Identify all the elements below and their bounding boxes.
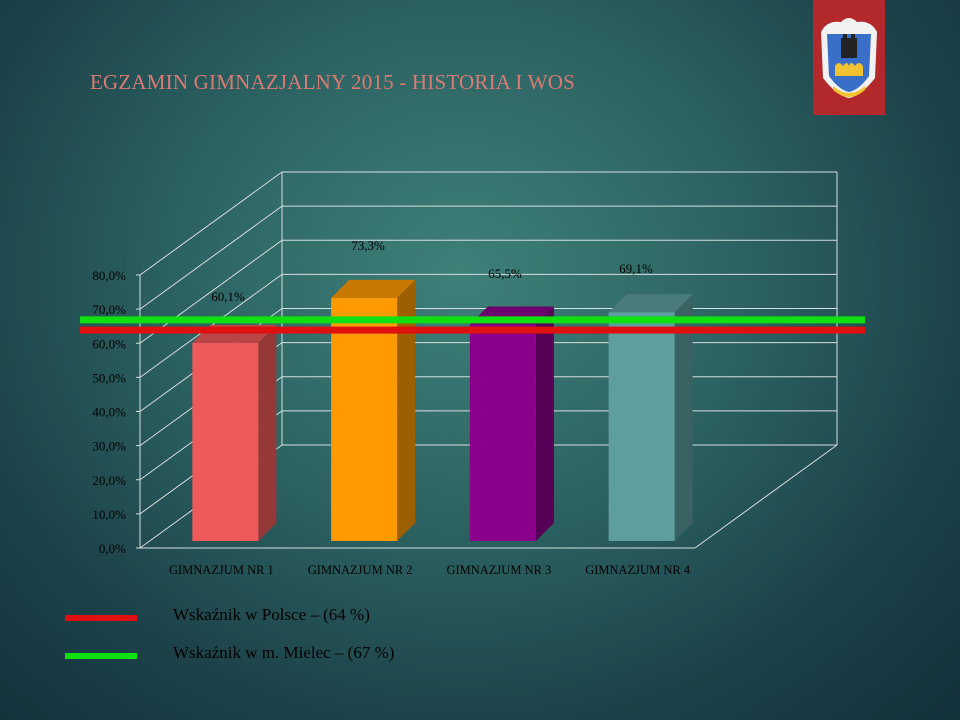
legend-label-mielec: Wskaźnik w m. Mielec – (67 %) (173, 643, 395, 662)
y-tick-label: 30,0% (92, 439, 126, 454)
bar-top (331, 279, 416, 298)
side-gridline (139, 205, 283, 310)
coat-of-arms-icon (813, 0, 885, 115)
bar-side (674, 294, 693, 541)
bar (331, 297, 398, 541)
bar-side (535, 306, 554, 541)
data-label: 60,1% (211, 289, 245, 304)
y-tick-label: 40,0% (92, 405, 126, 420)
floor-edge (694, 444, 838, 549)
y-tick-label: 20,0% (92, 473, 126, 488)
legend-item-mielec: Wskaźnik w m. Mielec – (67 %) (65, 641, 485, 671)
side-gridline (139, 171, 283, 276)
y-tick-label: 80,0% (92, 268, 126, 283)
legend-swatch-polska (65, 615, 137, 621)
x-tick-label: GIMNAZJUM NR 3 (446, 563, 551, 577)
slide-title: EGZAMIN GIMNAZJALNY 2015 - HISTORIA I WO… (90, 70, 575, 94)
bar-top (608, 294, 693, 313)
legend-item-polska: Wskaźnik w Polsce – (64 %) (65, 603, 485, 633)
data-label: 73,3% (351, 238, 385, 253)
x-tick-label: GIMNAZJUM NR 1 (169, 563, 274, 577)
legend-label-polska: Wskaźnik w Polsce – (64 %) (173, 605, 370, 624)
reference-line (80, 316, 865, 324)
bar-side (397, 279, 416, 541)
y-tick-label: 60,0% (92, 336, 126, 351)
x-tick-label: GIMNAZJUM NR 2 (308, 563, 413, 577)
side-gridline (139, 239, 283, 344)
bar (608, 312, 675, 541)
data-label: 65,5% (488, 266, 522, 281)
x-tick-label: GIMNAZJUM NR 4 (585, 563, 691, 577)
y-tick-label: 50,0% (92, 370, 126, 385)
y-tick-label: 0,0% (99, 541, 126, 556)
bar (469, 324, 536, 541)
bar-side (258, 324, 277, 541)
y-tick-label: 70,0% (92, 302, 126, 317)
y-tick-label: 10,0% (92, 507, 126, 522)
legend-swatch-mielec (65, 653, 137, 659)
data-label: 69,1% (619, 261, 653, 276)
bar (192, 342, 259, 541)
reference-line (80, 326, 865, 334)
